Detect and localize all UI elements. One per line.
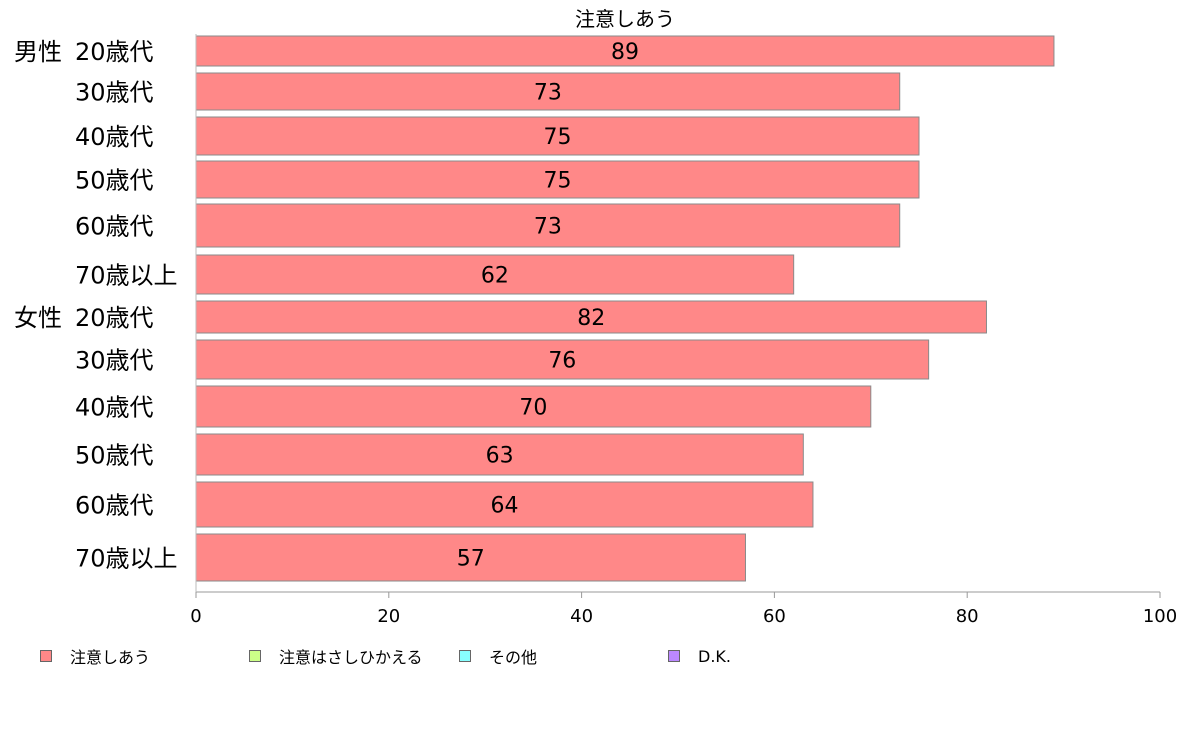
category-label-9: 50歳代: [75, 442, 154, 470]
bar-0: [195, 35, 1055, 67]
bar-11: [195, 533, 746, 582]
category-label-8: 40歳代: [75, 394, 154, 422]
category-label-5: 70歳以上: [75, 262, 178, 290]
bar-4: [195, 203, 901, 248]
category-label-7: 30歳代: [75, 347, 154, 375]
legend-swatch-2: [459, 650, 471, 662]
x-tick-label-5: 100: [1143, 606, 1177, 627]
x-tick-label-3: 60: [763, 606, 786, 627]
bar-value-label-5: 62: [481, 264, 509, 289]
bar-3: [195, 160, 920, 199]
legend-swatch-1: [249, 650, 261, 662]
legend-item-1: 注意はさしひかえる: [249, 644, 423, 668]
legend-label-2: その他: [489, 648, 538, 667]
bar-2: [195, 116, 920, 156]
bar-10: [195, 481, 814, 528]
bar-value-label-4: 73: [534, 215, 562, 240]
legend-label-1: 注意はさしひかえる: [279, 648, 423, 667]
category-label-3: 50歳代: [75, 167, 154, 195]
category-label-1: 30歳代: [75, 79, 154, 107]
category-label-6: 20歳代: [75, 304, 154, 332]
category-label-10: 60歳代: [75, 492, 154, 520]
legend-label-0: 注意しあう: [70, 648, 151, 667]
legend-swatch-0: [40, 650, 52, 662]
legend-label-3: D.K.: [698, 646, 731, 666]
x-tick-label-4: 80: [956, 606, 979, 627]
category-label-11: 70歳以上: [75, 545, 178, 573]
x-tick-label-1: 20: [377, 606, 400, 627]
bar-value-label-3: 75: [544, 169, 572, 194]
bar-1: [195, 72, 901, 111]
bar-value-label-6: 82: [577, 306, 605, 331]
legend-item-0: 注意しあう: [40, 644, 150, 668]
legend-item-2: その他: [459, 644, 537, 668]
x-tick-label-2: 40: [570, 606, 593, 627]
x-tick-label-0: 0: [190, 606, 201, 627]
group-label-0: 男性: [14, 38, 62, 66]
bar-value-label-7: 76: [548, 349, 576, 374]
bar-chart: 注意しあう 8920歳代男性7330歳代7540歳代7550歳代7360歳代62…: [14, 7, 1177, 627]
bar-value-label-11: 57: [457, 547, 485, 572]
bar-value-label-2: 75: [544, 125, 572, 150]
bar-6: [195, 300, 987, 334]
bar-value-label-1: 73: [534, 81, 562, 106]
group-label-1: 女性: [14, 304, 62, 332]
category-label-0: 20歳代: [75, 38, 154, 66]
bar-5: [195, 254, 795, 295]
legend-item-3: D.K.: [668, 644, 731, 668]
bar-value-label-8: 70: [519, 396, 547, 421]
bar-value-label-10: 64: [490, 494, 518, 519]
legend-swatch-3: [668, 650, 680, 662]
category-label-4: 60歳代: [75, 213, 154, 241]
bar-9: [195, 433, 804, 476]
category-label-2: 40歳代: [75, 123, 154, 151]
bar-value-label-0: 89: [611, 40, 639, 65]
bar-value-label-9: 63: [486, 444, 514, 469]
legend: 注意しあう 注意はさしひかえる その他 D.K.: [0, 644, 1188, 668]
chart-title: 注意しあう: [575, 7, 675, 31]
